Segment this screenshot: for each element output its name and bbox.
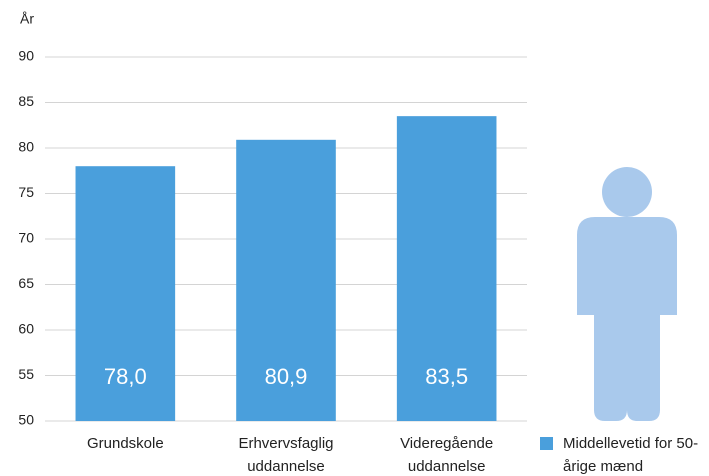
- value-label: 80,9: [265, 364, 308, 389]
- y-tick-label: 85: [18, 93, 34, 109]
- x-tick-label: Grundskole: [86, 435, 164, 452]
- y-tick-label: 55: [18, 366, 34, 382]
- y-tick-label: 75: [18, 184, 34, 200]
- legend-label: Middellevetid for 50-årige mænd: [563, 435, 699, 475]
- y-tick-label: 60: [18, 321, 34, 337]
- bar: [236, 139, 336, 421]
- x-tick-label: Erhvervsfaglig uddannelse: [238, 435, 334, 475]
- x-tick-label: Videregående uddannelse: [400, 435, 494, 475]
- y-tick-label: 80: [18, 139, 34, 155]
- y-tick-label: 65: [18, 275, 34, 291]
- value-label: 78,0: [104, 364, 147, 389]
- legend-swatch: [540, 437, 553, 450]
- value-label: 83,5: [425, 364, 468, 389]
- person-icon: [577, 167, 677, 421]
- bar: [75, 166, 176, 421]
- bar: [396, 116, 497, 422]
- y-tick-label: 70: [18, 230, 34, 246]
- y-tick-label: 50: [18, 412, 34, 428]
- y-tick-label: 90: [18, 48, 34, 64]
- y-axis-label: År: [20, 11, 34, 27]
